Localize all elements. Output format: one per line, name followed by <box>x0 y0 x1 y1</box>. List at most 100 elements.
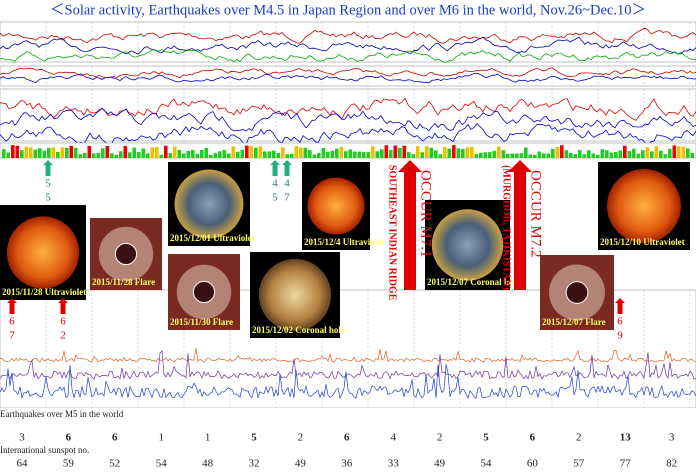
kp-bar <box>272 150 276 158</box>
kp-bar <box>20 150 24 158</box>
kp-bar <box>164 145 168 158</box>
kp-bar <box>429 147 434 158</box>
kp-bar <box>371 146 375 158</box>
image-caption: 2015/11/28 Flare <box>92 277 155 287</box>
arrow <box>7 298 17 314</box>
kp-bar <box>632 148 636 158</box>
kp-bar <box>492 150 497 158</box>
kp-bar <box>438 154 443 158</box>
sunspot-count: 59 <box>63 458 75 470</box>
kp-bar <box>114 154 119 158</box>
earthquake-count: 1 <box>205 432 211 444</box>
kp-bar <box>339 146 344 158</box>
kp-bar <box>609 152 614 158</box>
kp-bar <box>290 153 294 158</box>
kp-bar <box>389 149 393 158</box>
arrow-label: 7 <box>284 192 290 204</box>
kp-bar <box>101 148 105 158</box>
kp-bar <box>326 151 330 158</box>
arrow-label: 2 <box>60 330 66 342</box>
kp-bar <box>497 146 501 158</box>
occulter <box>114 242 138 266</box>
sunspot-count: 64 <box>17 458 29 470</box>
flux-line <box>0 364 696 400</box>
kp-bar <box>654 146 659 158</box>
kp-bar <box>321 148 326 158</box>
kp-bar <box>555 146 560 158</box>
kp-bar <box>227 153 231 158</box>
kp-bar <box>200 150 204 158</box>
kp-bar <box>137 152 141 158</box>
earthquake-count: 3 <box>669 432 675 444</box>
kp-bar <box>222 149 227 158</box>
kp-bar <box>294 146 299 158</box>
image-caption: 2015/12/4 Ultraviolet <box>304 237 384 247</box>
earthquake-count: 13 <box>620 432 632 444</box>
kp-bar <box>456 148 461 158</box>
kp-bar <box>231 146 236 158</box>
kp-bar <box>366 152 371 158</box>
occulter <box>565 281 589 304</box>
kp-bar <box>623 145 627 158</box>
kp-bar <box>402 145 407 158</box>
kp-bar <box>168 153 173 158</box>
sun-disk <box>174 169 244 239</box>
kp-bar <box>348 149 353 158</box>
kp-bar <box>537 151 542 158</box>
earthquake-count: 2 <box>576 432 582 444</box>
kp-bar <box>2 149 6 158</box>
arrow-label: 5 <box>45 192 51 204</box>
earthquake-count: 6 <box>344 432 350 444</box>
kp-bar <box>564 150 569 158</box>
earthquake-count: 2 <box>298 432 304 444</box>
kp-bar <box>105 145 110 158</box>
sunspot-count: 49 <box>434 458 446 470</box>
kp-bar <box>263 151 267 158</box>
kp-bar <box>510 153 515 158</box>
kp-bar <box>258 146 263 158</box>
kp-bar <box>659 150 663 158</box>
kp-bar <box>96 152 101 158</box>
plot-line <box>0 49 696 63</box>
earthquake-count: 1 <box>158 432 164 444</box>
kp-bar <box>393 145 398 158</box>
table-bg <box>0 408 696 472</box>
kp-bar <box>591 153 596 158</box>
kp-bar <box>375 151 380 158</box>
kp-bar <box>641 150 645 158</box>
sun-disk <box>607 169 681 243</box>
kp-bar <box>596 154 600 158</box>
kp-bar <box>357 151 362 158</box>
kp-bar <box>447 148 452 158</box>
image-caption: 2015/12/07 Coronal hole <box>427 277 520 287</box>
sunspot-count: 77 <box>620 458 632 470</box>
kp-bar <box>461 148 465 158</box>
arrow <box>43 160 53 176</box>
kp-bar <box>362 152 366 158</box>
kp-bar <box>578 150 582 158</box>
plot-line <box>0 36 696 55</box>
kp-bar <box>636 153 641 158</box>
kp-bar <box>416 146 420 158</box>
earthquake-count: 6 <box>530 432 536 444</box>
kp-bar <box>150 147 155 158</box>
kp-bar <box>123 145 128 158</box>
kp-bar <box>506 153 510 158</box>
title: ＜Solar activity, Earthquakes over M4.5 i… <box>50 2 646 18</box>
event-place: SOUTHEAST INDIAN RIDGE <box>387 165 398 301</box>
kp-bar <box>560 145 564 158</box>
plot-frame <box>0 65 696 87</box>
kp-bar <box>519 153 524 158</box>
kp-bar <box>452 145 456 158</box>
kp-bar <box>605 150 609 158</box>
kp-bar <box>146 153 150 158</box>
kp-bar <box>353 151 357 158</box>
sunspot-count: 54 <box>156 458 168 470</box>
kp-bar <box>245 145 249 158</box>
sunspot-count: 36 <box>341 458 353 470</box>
image-caption: 2015/12/07 Flare <box>542 317 606 327</box>
kp-bar <box>281 147 285 158</box>
kp-bar <box>528 154 533 158</box>
kp-bar <box>128 152 132 158</box>
kp-bar <box>155 146 159 158</box>
